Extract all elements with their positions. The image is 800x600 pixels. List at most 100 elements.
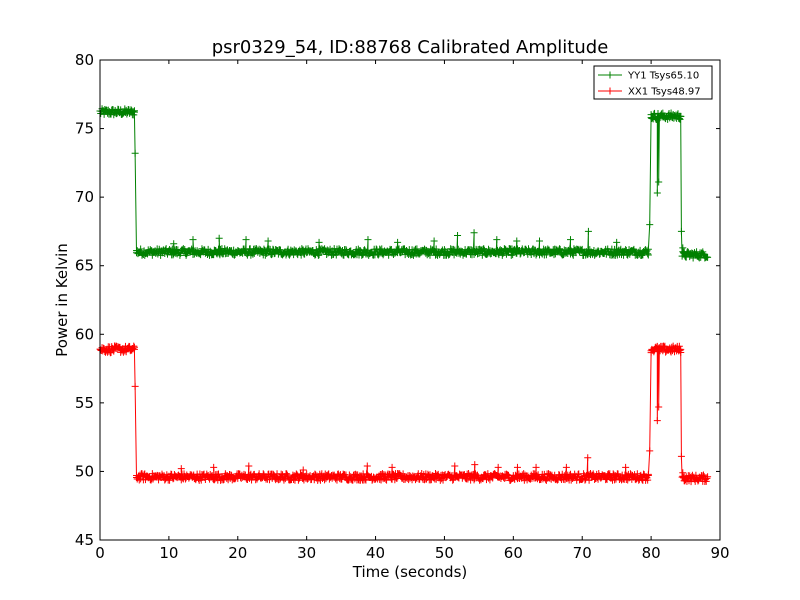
data-point <box>584 454 592 462</box>
data-point <box>603 475 611 483</box>
data-point <box>699 471 707 479</box>
x-tick-label: 80 <box>642 544 661 562</box>
data-point <box>130 345 138 353</box>
x-axis-title: Time (seconds) <box>352 563 468 581</box>
y-tick-label: 50 <box>75 462 94 480</box>
data-point <box>413 245 421 253</box>
y-tick-label: 60 <box>75 325 94 343</box>
series-layer <box>96 105 712 486</box>
legend-label: YY1 Tsys65.10 <box>627 71 699 82</box>
data-point <box>309 247 317 255</box>
x-tick-label: 10 <box>159 544 178 562</box>
data-point <box>177 465 185 473</box>
data-point <box>363 462 371 470</box>
data-point <box>555 245 563 253</box>
data-point <box>644 476 652 484</box>
data-point <box>215 234 223 242</box>
data-point <box>582 475 590 483</box>
data-point <box>644 245 652 253</box>
data-point <box>261 251 269 259</box>
legend-marker <box>606 87 614 95</box>
series-markers <box>96 342 712 486</box>
data-point <box>264 237 272 245</box>
data-point <box>494 463 502 471</box>
data-point <box>249 250 257 258</box>
data-point <box>556 245 564 253</box>
data-point <box>655 178 663 186</box>
y-tick-label: 55 <box>75 394 94 412</box>
x-tick-label: 30 <box>297 544 316 562</box>
x-tick-label: 70 <box>573 544 592 562</box>
plot-frame <box>99 59 721 541</box>
data-point <box>449 476 457 484</box>
data-point <box>504 471 512 479</box>
data-point <box>655 403 663 411</box>
data-point <box>376 475 384 483</box>
y-tick-label: 80 <box>75 51 94 69</box>
data-point <box>299 466 307 474</box>
data-point <box>679 244 687 252</box>
data-point <box>432 245 440 253</box>
x-tick-label: 60 <box>504 544 523 562</box>
ticks-layer: 0 10 20 30 40 50 60 70 80 90 45 50 55 60 65 70 75 80 <box>75 51 730 562</box>
data-point <box>480 245 488 253</box>
data-point <box>704 473 712 481</box>
data-point <box>170 240 178 248</box>
x-tick-label: 0 <box>95 544 105 562</box>
data-point <box>567 236 575 244</box>
data-point <box>704 253 712 261</box>
legend-label: XX1 Tsys48.97 <box>628 87 701 98</box>
data-point <box>182 251 190 259</box>
x-tick-label: 20 <box>228 544 247 562</box>
y-tick-label: 70 <box>75 188 94 206</box>
data-point <box>507 251 515 259</box>
data-point <box>471 461 479 469</box>
data-point <box>677 452 685 460</box>
data-point <box>321 476 329 484</box>
data-point <box>335 245 343 253</box>
data-point <box>513 463 521 471</box>
data-point <box>653 417 661 425</box>
y-axis-title: Power in Kelvin <box>53 243 71 357</box>
x-tick-label: 40 <box>366 544 385 562</box>
data-point <box>577 247 585 255</box>
data-point <box>650 110 658 118</box>
data-point <box>121 105 129 113</box>
data-point <box>129 108 137 116</box>
data-point <box>584 227 592 235</box>
chart-title: psr0329_54, ID:88768 Calibrated Amplitud… <box>212 37 609 58</box>
data-point <box>430 237 438 245</box>
data-point <box>314 251 322 259</box>
data-point <box>276 246 284 254</box>
data-point <box>676 115 684 123</box>
data-point <box>210 463 218 471</box>
data-point <box>189 236 197 244</box>
data-point <box>544 245 552 253</box>
series-1 <box>96 342 712 486</box>
data-point <box>677 112 685 120</box>
data-point <box>245 462 253 470</box>
data-point <box>550 251 558 259</box>
legend-marker <box>606 71 614 79</box>
series-0 <box>96 105 712 262</box>
data-point <box>242 236 250 244</box>
data-point <box>646 221 654 229</box>
data-point <box>270 471 278 479</box>
series-markers <box>96 105 712 262</box>
y-tick-label: 45 <box>75 531 94 549</box>
data-point <box>131 382 139 390</box>
data-point <box>574 470 582 478</box>
data-point <box>454 232 462 240</box>
data-point <box>296 470 304 478</box>
data-point <box>613 238 621 246</box>
data-point <box>493 236 501 244</box>
data-point <box>513 237 521 245</box>
data-point <box>643 247 651 255</box>
data-point <box>646 447 654 455</box>
legend-item: YY1 Tsys65.10 <box>598 71 699 82</box>
data-point <box>536 237 544 245</box>
data-point <box>693 248 701 256</box>
x-tick-label: 90 <box>710 544 729 562</box>
